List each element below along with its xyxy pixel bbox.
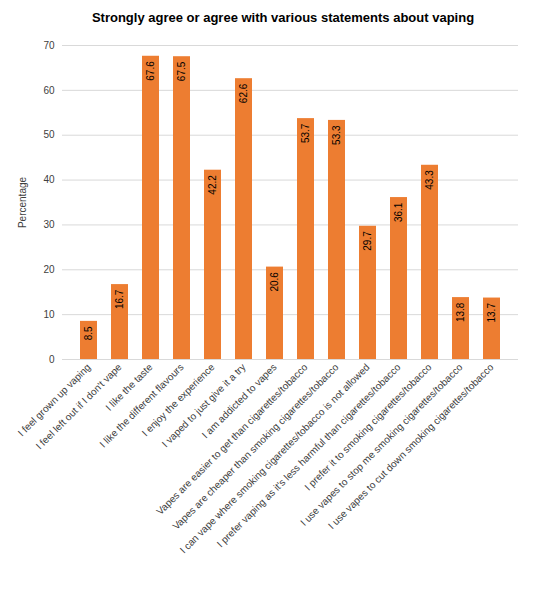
svg-text:I enjoy the experience: I enjoy the experience [139,361,217,439]
svg-text:36.1: 36.1 [393,202,404,222]
svg-text:20.6: 20.6 [269,272,280,292]
svg-text:I prefer it to smoking cigaret: I prefer it to smoking cigarettes/tobacc… [302,361,433,492]
svg-text:I like the different flavours: I like the different flavours [97,361,186,450]
svg-text:60: 60 [43,85,55,96]
svg-text:13.8: 13.8 [455,302,466,322]
svg-text:10: 10 [43,309,55,320]
svg-text:I use vapes to stop me smoking: I use vapes to stop me smoking cigarette… [298,361,465,528]
svg-text:70: 70 [43,40,55,51]
svg-text:Vapes are easier to get than c: Vapes are easier to get than cigarettes/… [154,361,310,517]
svg-text:I like the taste: I like the taste [103,361,155,413]
svg-text:I feel grown up vaping: I feel grown up vaping [15,361,93,439]
svg-text:62.6: 62.6 [238,83,249,103]
svg-text:I am addicted to vapes: I am addicted to vapes [199,361,279,441]
svg-text:20: 20 [43,264,55,275]
svg-text:40: 40 [43,174,55,185]
svg-text:30: 30 [43,219,55,230]
svg-text:Percentage: Percentage [17,176,28,228]
svg-text:50: 50 [43,129,55,140]
svg-text:53.7: 53.7 [300,123,311,143]
svg-text:29.7: 29.7 [362,231,373,251]
svg-text:43.3: 43.3 [424,170,435,190]
svg-text:53.3: 53.3 [331,125,342,145]
svg-text:16.7: 16.7 [114,289,125,309]
svg-text:Vapes are cheaper than smoking: Vapes are cheaper than smoking cigarette… [170,361,341,532]
svg-text:8.5: 8.5 [83,326,94,340]
svg-text:0: 0 [49,354,55,365]
svg-text:67.5: 67.5 [176,61,187,81]
svg-text:I prefer vaping as it's less h: I prefer vaping as it's less harmful tha… [214,361,403,550]
svg-text:42.2: 42.2 [207,175,218,195]
html-text:Strongly agree or agree with v: Strongly agree or agree with various sta… [91,10,475,25]
svg-text:I can vape where smoking cigar: I can vape where smoking cigarettes/toba… [177,361,372,556]
svg-text:I feel left out if I don't vap: I feel left out if I don't vape [33,361,124,452]
svg-text:I vaped to just give it a try: I vaped to just give it a try [159,361,248,450]
svg-text:I use vapes to cut down smokin: I use vapes to cut down smoking cigarett… [326,361,496,531]
svg-text:13.7: 13.7 [486,303,497,323]
svg-text:67.6: 67.6 [145,61,156,81]
